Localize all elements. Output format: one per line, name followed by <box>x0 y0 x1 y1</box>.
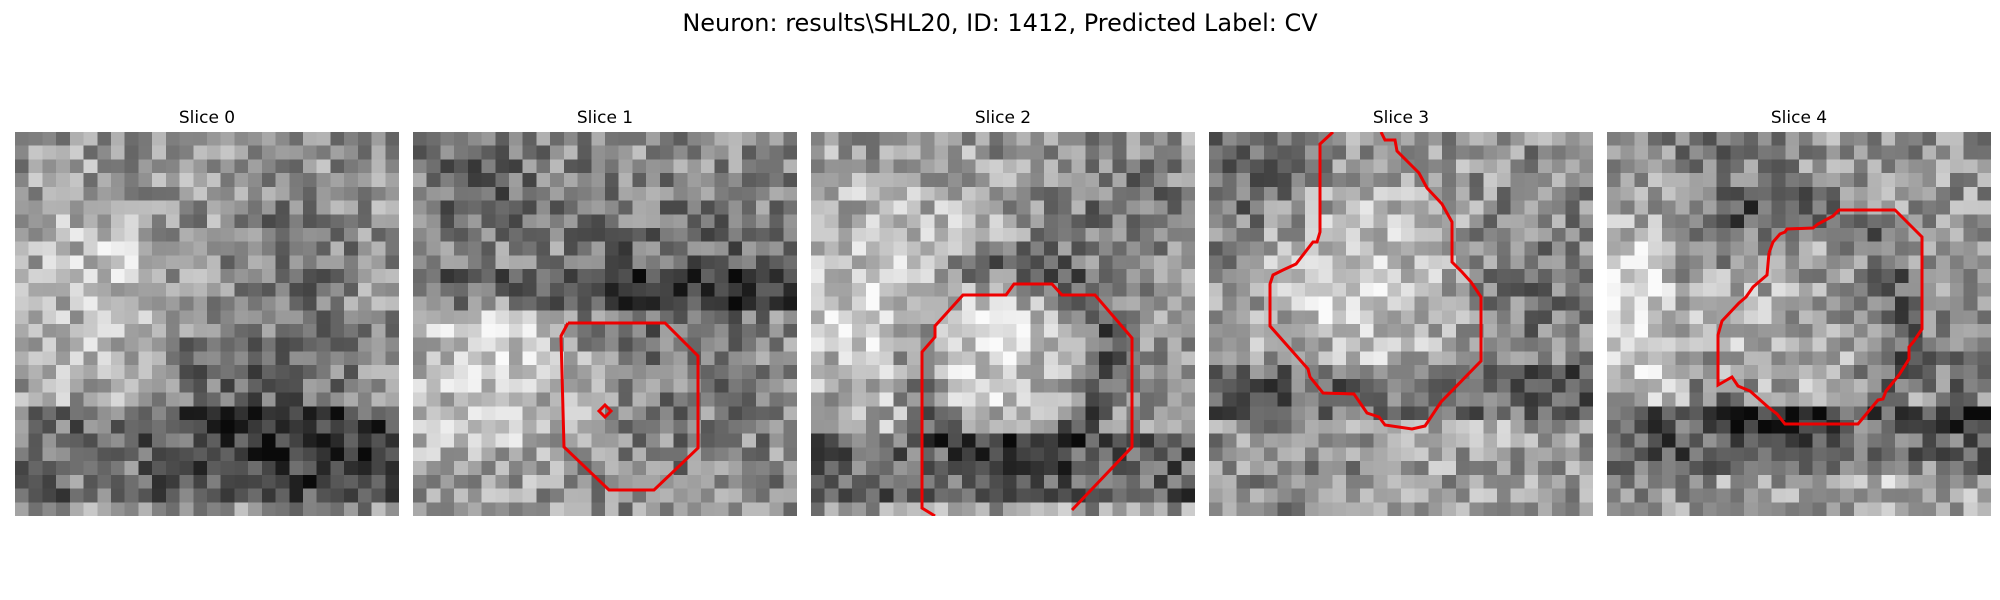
slice-image <box>15 132 399 516</box>
slice-panel-1: Slice 1 <box>413 108 797 516</box>
contour-overlay <box>1607 132 1991 516</box>
slice-image <box>1607 132 1991 516</box>
slice-title: Slice 0 <box>15 108 399 132</box>
slice-panel-4: Slice 4 <box>1607 108 1991 516</box>
slice-title: Slice 4 <box>1607 108 1991 132</box>
contour-line <box>561 323 698 490</box>
contour-line <box>1270 132 1481 429</box>
slice-image <box>811 132 1195 516</box>
contour-line <box>1718 210 1922 424</box>
contour-marker <box>599 405 611 417</box>
contour-line <box>922 284 1132 516</box>
figure-title: Neuron: results\SHL20, ID: 1412, Predict… <box>0 8 2000 38</box>
slice-panel-0: Slice 0 <box>15 108 399 516</box>
slice-image <box>413 132 797 516</box>
contour-overlay <box>1209 132 1593 516</box>
contour-overlay <box>413 132 797 516</box>
grayscale-image <box>15 132 399 516</box>
slice-title: Slice 2 <box>811 108 1195 132</box>
slice-title: Slice 3 <box>1209 108 1593 132</box>
slice-image <box>1209 132 1593 516</box>
slice-panel-3: Slice 3 <box>1209 108 1593 516</box>
contour-overlay <box>811 132 1195 516</box>
slice-title: Slice 1 <box>413 108 797 132</box>
slice-panel-2: Slice 2 <box>811 108 1195 516</box>
